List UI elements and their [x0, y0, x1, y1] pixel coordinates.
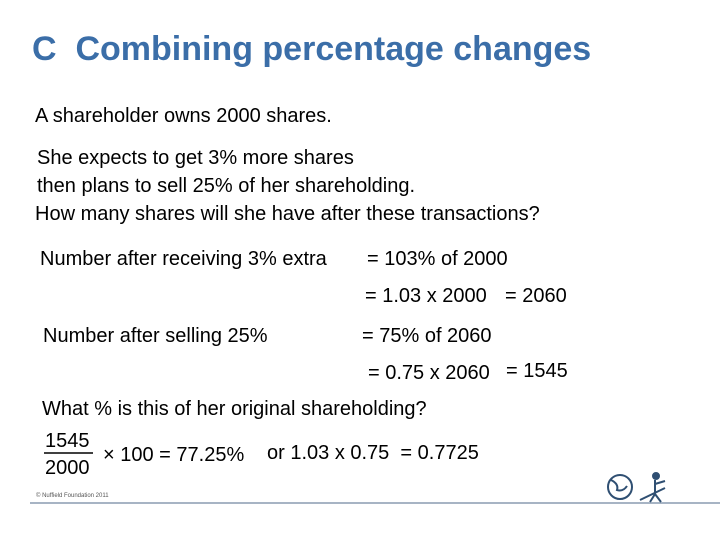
alternative-calculation: or 1.03 x 0.75 = 0.7725 — [267, 442, 479, 464]
step-result: = 1545 — [506, 360, 568, 382]
logo — [607, 472, 666, 503]
step-line: = 75% of 2060 — [362, 325, 492, 347]
logo-globe — [607, 474, 633, 500]
step-label: Number after selling 25% — [43, 325, 268, 347]
step-label: Number after receiving 3% extra — [40, 248, 328, 270]
footer-credit: © Nuffield Foundation 2011 — [36, 492, 109, 499]
question-line: She expects to get 3% more shares — [37, 147, 354, 169]
calculation: × 100 = 77.25% — [103, 444, 244, 466]
step-line: = 1.03 x 2000 — [365, 285, 487, 307]
question-line: then plans to sell 25% of her shareholdi… — [37, 175, 415, 197]
step-line: = 0.75 x 2060 — [368, 362, 490, 384]
fraction-denominator: 2000 — [45, 457, 90, 479]
fraction-numerator: 1545 — [45, 430, 90, 452]
logo-head — [652, 472, 660, 480]
logo-figure — [639, 480, 666, 503]
step-result: = 2060 — [505, 285, 567, 307]
slide-title: C Combining percentage changes — [32, 30, 591, 68]
follow-up-question: What % is this of her original sharehold… — [42, 398, 427, 420]
intro-text: A shareholder owns 2000 shares. — [35, 105, 332, 127]
logo-globe-land — [610, 479, 628, 492]
step-line: = 103% of 2000 — [367, 248, 508, 270]
question-line: How many shares will she have after thes… — [35, 203, 540, 225]
